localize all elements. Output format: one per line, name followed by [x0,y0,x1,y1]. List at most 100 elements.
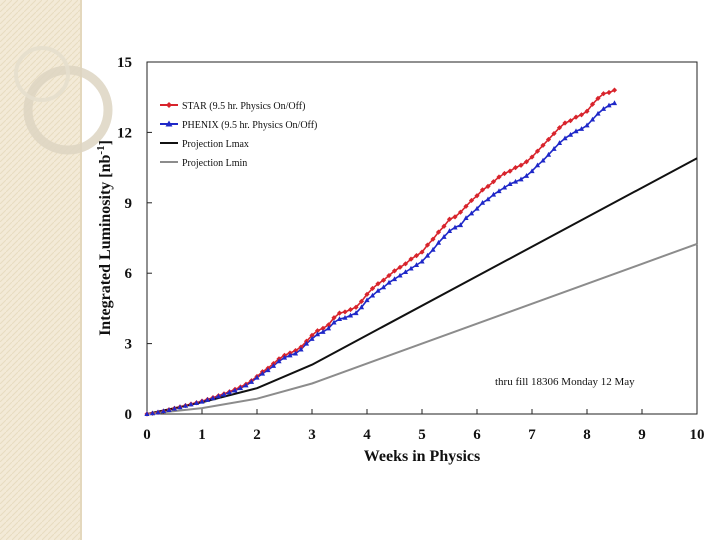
star-data-point [386,272,392,279]
y-tick-label: 6 [125,266,133,282]
phenix-data-point [540,157,546,163]
phenix-data-point [496,188,502,194]
phenix-data-point [507,181,513,187]
phenix-data-point [611,100,618,106]
legend-marker-phenix [165,120,173,127]
phenix-data-point [276,358,282,364]
phenix-data-point [529,168,535,174]
star-data-point [540,142,546,148]
star-data-point [496,174,502,180]
x-tick-label: 2 [253,427,261,443]
phenix-data-point [375,288,381,293]
star-data-point [452,214,458,220]
phenix-data-point [391,276,398,282]
star-data-point [408,256,414,262]
phenix-data-point [281,354,288,360]
phenix-data-point [512,178,519,184]
star-data-point [402,261,409,267]
y-tick-label: 3 [125,337,133,353]
sidebar-panel [0,0,80,540]
star-data-point [358,298,365,304]
phenix-data-point [347,312,354,318]
phenix-data-point [193,400,200,405]
phenix-data-point [303,340,310,346]
x-tick-label: 1 [198,427,206,443]
star-data-point [446,216,453,222]
star-data-point [336,310,343,316]
phenix-data-point [534,162,541,168]
phenix-data-point [336,316,343,321]
star-data-point [551,130,557,137]
phenix-data-point [160,408,167,414]
x-tick-label: 7 [528,427,536,443]
y-tick-label: 12 [117,125,132,141]
x-tick-label: 4 [363,427,371,443]
x-tick-label: 6 [473,427,481,443]
y-axis-title: Integrated Luminosity [nb-1] [95,140,114,336]
phenix-data-point [342,314,348,320]
star-data-point [474,193,480,199]
phenix-data-point [287,352,293,358]
star-data-point [479,187,486,193]
phenix-data-point [501,184,508,190]
y-axis-title-main: Integrated Luminosity [nb [97,154,114,335]
x-tick-label: 10 [690,427,705,443]
phenix-data-point [144,411,150,416]
x-tick-label: 3 [308,427,316,443]
star-data-point [441,223,447,229]
star-data-point [562,120,568,126]
star-data-point [419,249,425,255]
phenix-data-point [397,272,403,278]
y-tick-label: 9 [125,196,133,212]
phenix-data-point [149,410,156,416]
star-data-point [545,136,552,143]
phenix-data-point [419,258,425,264]
y-axis-title-exponent: -1 [95,145,107,154]
star-data-point [369,285,376,292]
x-tick-label: 0 [143,427,151,443]
y-tick-label: 0 [125,407,133,423]
phenix-data-point [215,393,222,399]
star-data-point [523,159,530,165]
phenix-data-point [424,252,431,258]
star-data-point [468,197,475,204]
star-data-point [534,148,541,154]
phenix-data-point [452,224,458,230]
phenix-data-point [441,234,447,239]
star-data-point [507,168,513,174]
star-data-point [457,209,464,215]
chart-annotation: thru fill 18306 Monday 12 May [495,376,635,388]
phenix-data-point [446,228,453,233]
star-data-point [380,277,387,283]
x-tick-label: 9 [638,427,646,443]
star-data-point [611,87,618,93]
phenix-data-point [600,106,607,111]
phenix-data-point [188,401,194,407]
star-data-point [424,242,431,248]
phenix-data-point [155,409,161,415]
star-data-point [314,328,321,334]
phenix-data-point [551,146,557,151]
phenix-data-point [490,191,497,197]
phenix-data-point [353,310,359,316]
star-data-point [391,268,398,274]
phenix-data-point [589,116,596,122]
phenix-data-point [584,122,590,128]
phenix-data-point [523,173,530,178]
legend: STAR (9.5 hr. Physics On/Off) PHENIX (9.… [160,101,317,169]
phenix-data-point [177,404,183,410]
star-data-point [518,162,524,168]
phenix-data-point [485,196,491,202]
star-data-point [600,91,607,97]
star-data-point [595,95,601,101]
star-data-point [325,322,332,328]
phenix-data-point [171,405,178,411]
star-data-point [320,325,326,331]
y-axis-title-close: ] [97,140,114,145]
star-data-point [292,348,299,354]
star-data-point [573,114,579,120]
phenix-data-point [430,246,436,252]
x-tick-label: 5 [418,427,426,443]
